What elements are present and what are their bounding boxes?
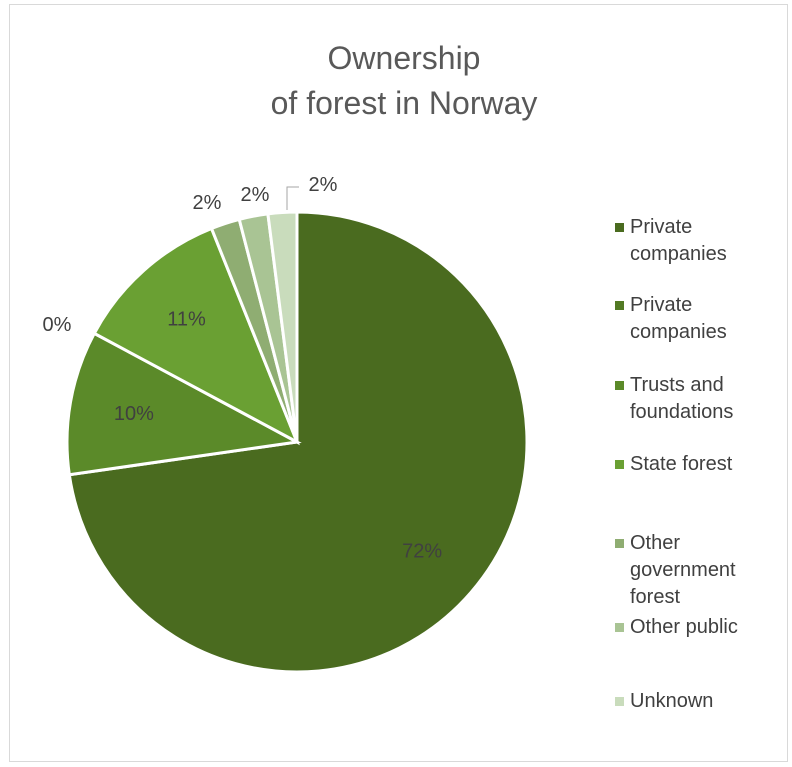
legend-label: Trusts and foundations	[630, 374, 734, 423]
leader-line	[286, 186, 299, 210]
legend-swatch	[615, 539, 624, 548]
pie-slice	[65, 331, 302, 477]
legend-swatch	[615, 223, 624, 232]
legend-label: Private companies	[630, 294, 727, 343]
data-label: 11%	[167, 309, 206, 331]
legend-swatch	[615, 623, 624, 632]
legend-label: Private companies	[630, 216, 727, 265]
chart-title-line-2: of forest in Norway	[270, 85, 538, 121]
data-label: 10%	[114, 403, 154, 425]
legend-label: Other public	[630, 616, 738, 638]
legend-label: Other government forest	[630, 532, 736, 608]
data-label: 2%	[193, 192, 222, 214]
legend-label: State forest	[630, 453, 733, 475]
data-label: 2%	[241, 184, 270, 206]
legend-label: Unknown	[630, 690, 714, 712]
legend-swatch	[615, 381, 624, 390]
legend-swatch	[615, 460, 624, 469]
pie-slice	[92, 226, 300, 446]
data-label: 72%	[402, 540, 442, 562]
data-label: 0%	[43, 314, 72, 336]
legend-swatch	[615, 697, 624, 706]
data-label: 2%	[309, 174, 338, 196]
chart-title: Ownership of forest in Norway	[9, 36, 792, 126]
pie-slice	[266, 210, 299, 443]
chart-title-line-1: Ownership	[327, 40, 481, 76]
legend-swatch	[615, 301, 624, 310]
